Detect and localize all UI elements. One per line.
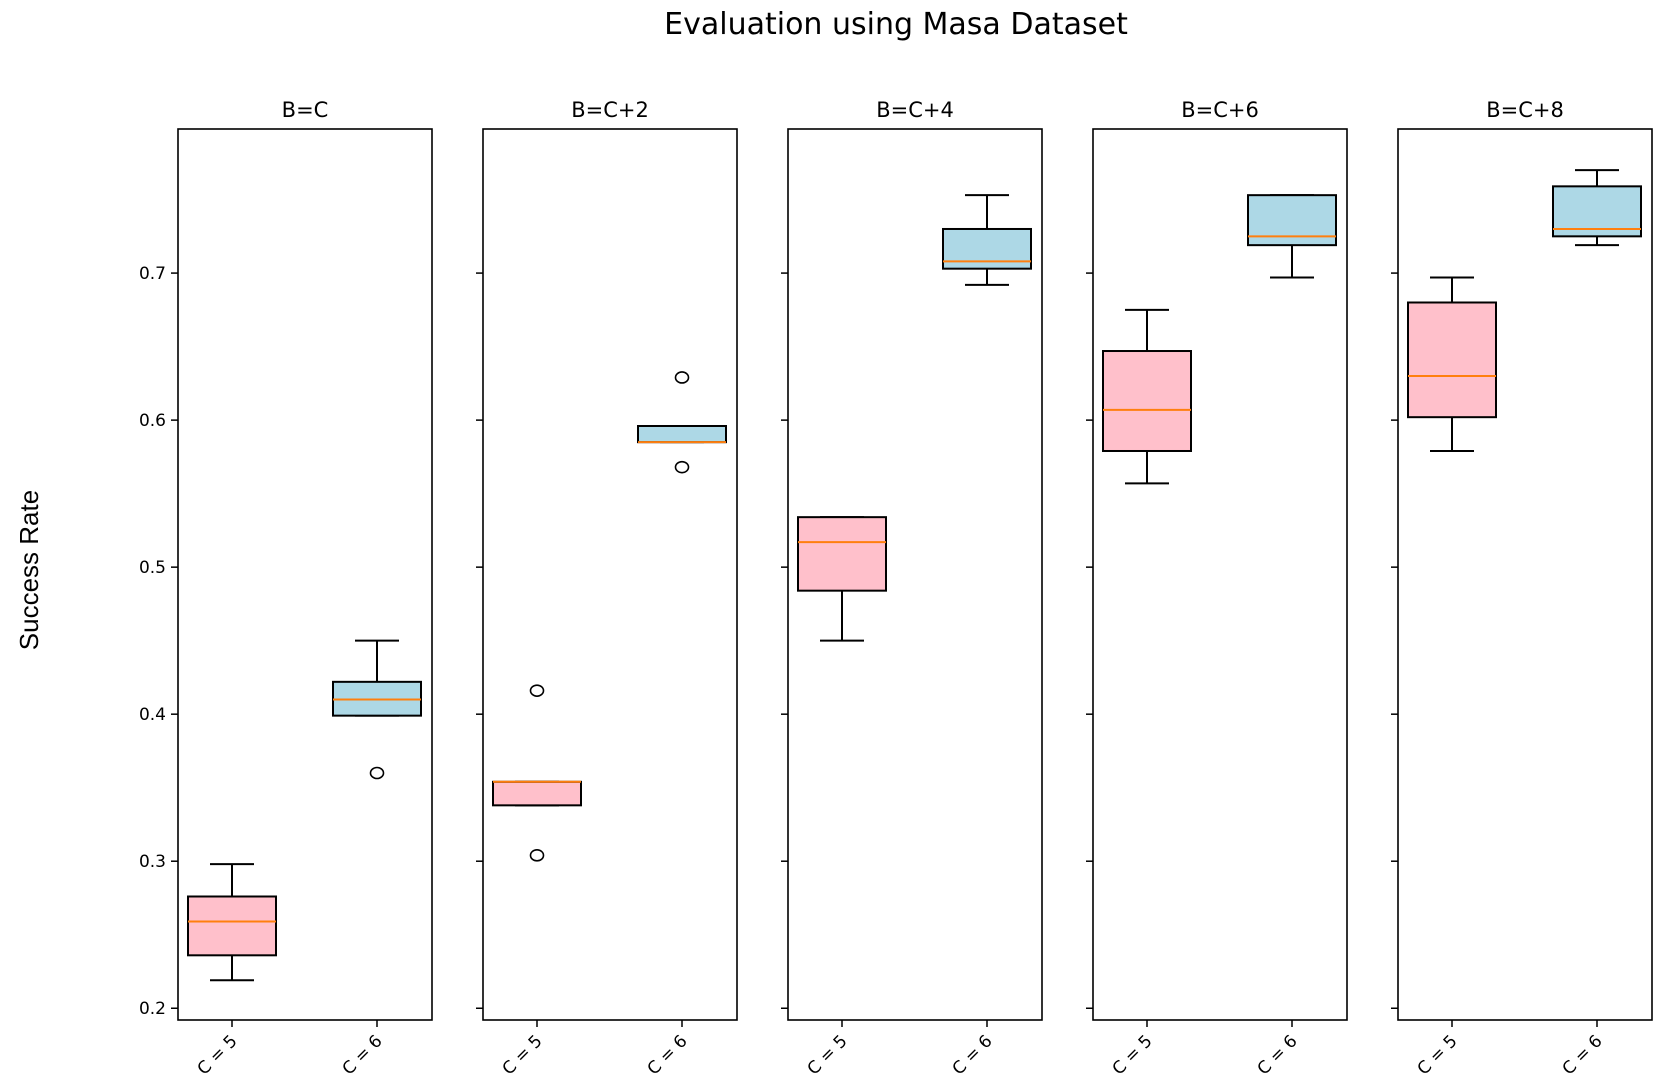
x-tick-label: C = 6 <box>949 1031 997 1079</box>
subplot-frame <box>1092 128 1348 1021</box>
iqr-box <box>797 516 887 592</box>
subplot-3: B=C+4 C = 5 C = 6 <box>781 98 1043 1079</box>
y-tick-label: 0.5 <box>139 558 166 578</box>
subplot-2: B=C+2 C = 5 C = 6 <box>476 98 738 1079</box>
x-tick-label: C = 5 <box>499 1031 547 1079</box>
y-tick-label: 0.6 <box>139 411 166 431</box>
iqr-box <box>1102 350 1192 452</box>
x-tick-label: C = 6 <box>1254 1031 1302 1079</box>
x-tick-label: C = 5 <box>1109 1031 1157 1079</box>
y-tick-label: 0.2 <box>139 999 166 1019</box>
box-c6 <box>332 639 422 780</box>
box-c6 <box>637 371 727 474</box>
box-c5 <box>1407 276 1497 452</box>
outlier-point <box>529 684 545 697</box>
x-tick-label: C = 6 <box>339 1031 387 1079</box>
x-tick-label: C = 5 <box>194 1031 242 1079</box>
y-tick-label: 0.3 <box>139 852 166 872</box>
y-axis-label: Success Rate <box>14 490 44 650</box>
x-tick-label: C = 6 <box>1559 1031 1607 1079</box>
subplot-5: B=C+8 C = 5 C = 6 <box>1391 98 1653 1079</box>
iqr-box <box>942 227 1032 270</box>
subplot-frame <box>787 128 1043 1021</box>
outlier-point <box>529 849 545 862</box>
subplot-4: B=C+6 C = 5 C = 6 <box>1086 98 1348 1079</box>
box-c5 <box>797 516 887 642</box>
iqr-box <box>1247 194 1337 247</box>
iqr-box <box>492 780 582 807</box>
box-c6 <box>942 194 1032 286</box>
outlier-point <box>674 460 690 474</box>
figure-title: Evaluation using Masa Dataset <box>664 7 1128 42</box>
iqr-box <box>187 895 277 957</box>
y-tick-label: 0.7 <box>139 264 166 284</box>
y-tick-label: 0.4 <box>139 705 166 725</box>
subplot-frame <box>177 128 433 1021</box>
outlier-point <box>674 371 690 384</box>
subplot-title: B=C+2 <box>571 98 649 122</box>
subplot-title: B=C+4 <box>876 98 954 122</box>
subplot-frame <box>1397 128 1653 1021</box>
subplot-frame <box>482 128 738 1021</box>
subplot-title: B=C+6 <box>1181 98 1259 122</box>
box-c5 <box>1102 308 1192 485</box>
subplot-1: B=C 0.2 0.3 0.4 0.5 0.6 0.7 C = 5 C = 6 <box>139 98 433 1079</box>
subplot-title: B=C <box>282 98 329 122</box>
outlier-point <box>369 766 385 780</box>
box-c6 <box>1552 169 1642 247</box>
box-c6 <box>1247 194 1337 279</box>
subplot-panels: B=C 0.2 0.3 0.4 0.5 0.6 0.7 C = 5 C = 6 B=C+2 C = … <box>139 98 1653 1079</box>
box-c5 <box>492 684 582 862</box>
iqr-box <box>1407 301 1497 419</box>
box-c5 <box>187 863 277 982</box>
iqr-box <box>637 425 727 444</box>
subplot-title: B=C+8 <box>1486 98 1564 122</box>
x-tick-label: C = 5 <box>804 1031 852 1079</box>
x-tick-label: C = 5 <box>1414 1031 1462 1079</box>
x-tick-label: C = 6 <box>644 1031 692 1079</box>
